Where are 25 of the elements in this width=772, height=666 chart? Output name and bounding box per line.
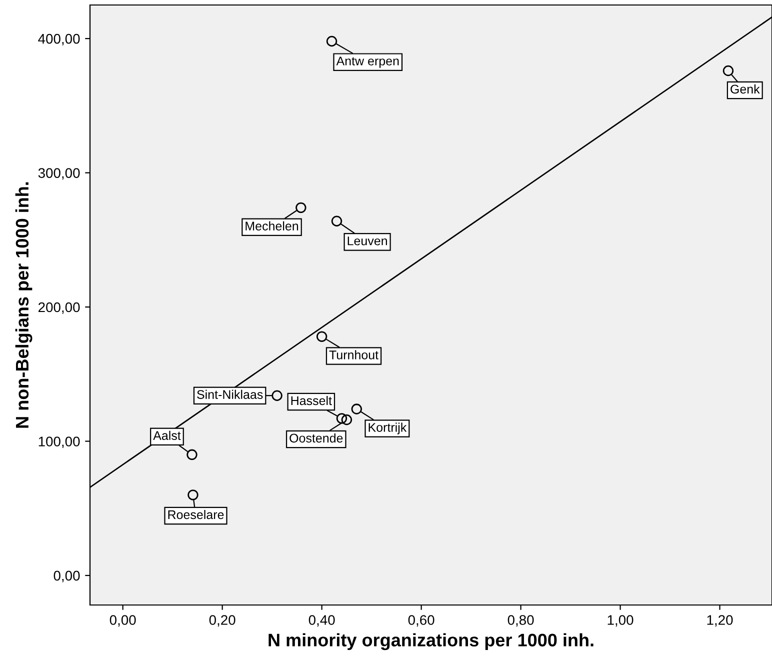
x-tick-label: 0,80 xyxy=(508,615,534,627)
y-tick-label: 400,00 xyxy=(38,34,80,46)
annotation: Leuven xyxy=(348,236,387,246)
y-axis-title: N non-Belgians per 1000 inh. xyxy=(15,182,32,428)
annotation: Mechelen xyxy=(246,221,298,230)
x-tick-label: 0,40 xyxy=(308,615,335,627)
x-tick-label: 1,20 xyxy=(707,615,733,627)
annotation: Sint-Niklaas xyxy=(197,390,263,399)
annotation: Aalst xyxy=(153,430,181,440)
x-tick-label: 0,60 xyxy=(408,615,434,627)
annotation: Kortrijk xyxy=(368,422,407,434)
annotation: Turnhout xyxy=(329,350,378,360)
annotation: Genk xyxy=(730,84,760,94)
y-tick-label: 100,00 xyxy=(38,436,80,448)
annotation: Oostende xyxy=(290,433,343,443)
annotation: Roeselare xyxy=(168,510,224,520)
x-axis-title: N minority organizations per 1000 inh. xyxy=(268,633,594,650)
x-tick-label: 0,20 xyxy=(209,615,236,627)
x-tick-label: 1,00 xyxy=(608,615,634,627)
y-tick-label: 300,00 xyxy=(38,168,80,180)
y-tick-label: 200,00 xyxy=(38,302,80,314)
x-tick-label: 0,00 xyxy=(110,615,136,627)
annotation: Antw erpen xyxy=(336,56,399,68)
y-tick-label: 0,00 xyxy=(54,570,80,582)
annotation: Hasselt xyxy=(291,396,332,406)
